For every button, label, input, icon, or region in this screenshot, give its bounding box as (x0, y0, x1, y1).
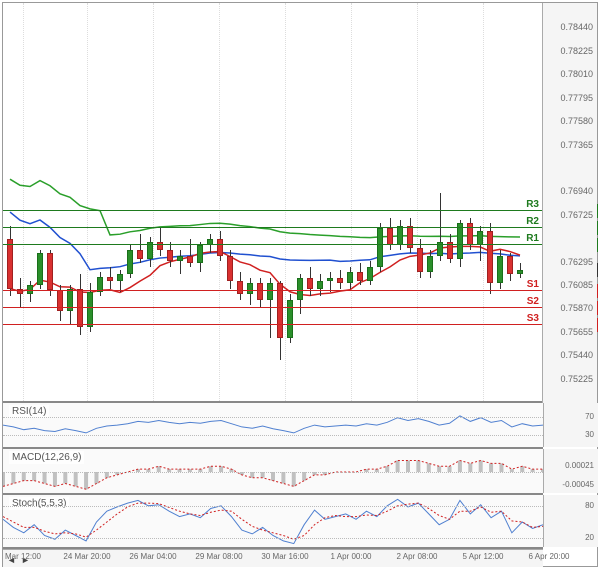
y-tick: 0.77365 (545, 140, 593, 150)
x-tick: 2 Apr 08:00 (397, 552, 438, 561)
x-tick: 1 Apr 00:00 (331, 552, 372, 561)
y-tick: 0.75655 (545, 327, 593, 337)
moving-averages (3, 3, 543, 403)
y-tick: 0.77795 (545, 93, 593, 103)
y-tick: 0.76085 (545, 280, 593, 290)
x-tick: 26 Mar 04:00 (129, 552, 176, 561)
stoch-panel[interactable]: Stoch(5,5,3) 8020 (3, 495, 543, 549)
y-tick: 0.78225 (545, 46, 593, 56)
stoch-y-axis: 8020 (543, 495, 598, 547)
x-tick: Mar 12:00 (5, 552, 41, 561)
price-chart[interactable]: R30.76770 R20.76610 R10.76460 S10.76040 S20.… (3, 3, 543, 403)
x-tick: 29 Mar 08:00 (195, 552, 242, 561)
macd-label: MACD(12,26,9) (9, 451, 84, 464)
chart-container: R30.76770 R20.76610 R10.76460 S10.76040 S20.… (2, 2, 598, 567)
y-tick: 0.78010 (545, 69, 593, 79)
price-y-axis: 0.78440 0.78225 0.78010 0.77795 0.77580 0.773… (542, 3, 597, 403)
level-s2: S20.75880 (3, 307, 543, 308)
rsi-y-axis: 7030 (543, 403, 598, 447)
time-x-axis: ◄ ► Mar 12:0024 Mar 20:0026 Mar 04:0029 … (3, 549, 543, 567)
y-tick: 0.77580 (545, 116, 593, 126)
rsi-plot (3, 403, 543, 449)
x-tick: 6 Apr 20:00 (529, 552, 570, 561)
x-tick: 24 Mar 20:00 (63, 552, 110, 561)
x-tick: 5 Apr 12:00 (463, 552, 504, 561)
level-r1: R10.76460 (3, 244, 543, 245)
macd-panel[interactable]: MACD(12,26,9) 0.00021-0.00045 (3, 449, 543, 495)
y-tick: 0.75870 (545, 303, 593, 313)
stoch-plot (3, 495, 543, 549)
macd-y-axis: 0.00021-0.00045 (543, 449, 598, 493)
y-tick: 0.76295 (545, 257, 593, 267)
x-tick: 30 Mar 16:00 (261, 552, 308, 561)
rsi-panel[interactable]: RSI(14) 7030 (3, 403, 543, 449)
y-tick: 0.76725 (545, 210, 593, 220)
y-tick: 0.78440 (545, 22, 593, 32)
level-r2: R20.76610 (3, 227, 543, 228)
level-s3: S30.75730 (3, 324, 543, 325)
y-tick: 0.75440 (545, 350, 593, 360)
level-s1: S10.76040 (3, 290, 543, 291)
y-tick: 0.75225 (545, 374, 593, 384)
y-tick: 0.76940 (545, 186, 593, 196)
stoch-label: Stoch(5,5,3) (9, 497, 69, 510)
level-r3: R30.76770 (3, 210, 543, 211)
